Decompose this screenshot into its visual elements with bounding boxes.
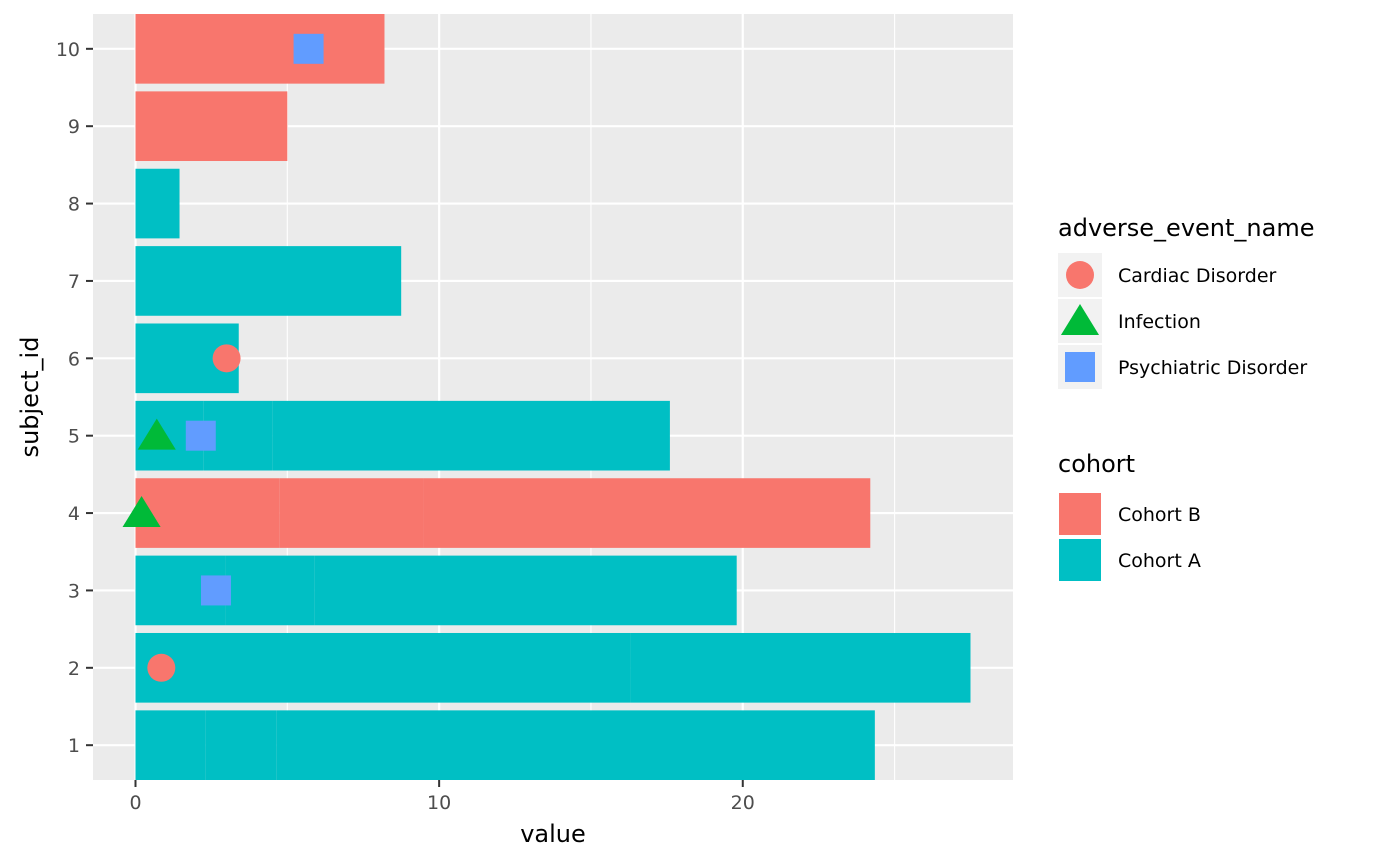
x-tick-label: 10 [427,792,451,814]
bar-segment-subject-7 [135,246,402,316]
bar-segment-subject-5 [272,400,670,471]
event-marker-circle [147,653,176,682]
y-tick-label: 9 [68,116,80,138]
y-axis: 1 2 3 4 5 6 7 8 9 10 [56,39,93,757]
bar-segment-subject-10 [135,14,385,84]
y-tick-label: 5 [68,426,80,448]
x-tick-label: 20 [731,792,755,814]
y-tick-label: 2 [68,658,80,680]
bar-segment-subject-4 [135,478,280,548]
legend-adverse-event: adverse_event_name Cardiac Disorder Infec… [1058,214,1314,389]
legend-label: Psychiatric Disorder [1118,357,1307,379]
legend-title: cohort [1058,450,1135,478]
legend-label: Cohort B [1118,504,1201,526]
bar-segment-subject-9 [135,91,288,162]
event-marker-triangle [137,418,176,450]
bar-segment-subject-2 [135,632,631,703]
legend-swatch [1059,493,1101,535]
x-tick-label: 0 [129,792,141,814]
legend-title: adverse_event_name [1058,214,1314,242]
event-marker-triangle [122,496,161,528]
y-tick-label: 10 [56,39,80,61]
x-axis: 0 10 20 [129,780,755,814]
bar-segment-subject-3 [225,555,315,626]
bar-segment-subject-2 [630,632,971,703]
bar-segment-subject-3 [314,555,737,626]
legend-label: Cohort A [1118,550,1201,572]
bar-segment-subject-1 [135,710,206,780]
y-axis-title: subject_id [16,337,44,458]
event-marker-square [185,420,216,451]
legend-triangle-icon [1060,304,1100,335]
y-tick-label: 1 [68,735,80,757]
legend-swatch [1059,539,1101,581]
event-marker-circle [212,344,241,373]
bar-segment-subject-4 [423,478,871,548]
bar-segment-subject-1 [205,710,277,780]
y-tick-label: 7 [68,271,80,293]
y-tick-label: 3 [68,580,80,602]
legend-circle-icon [1066,261,1094,289]
legend-cohort: cohort Cohort B Cohort A [1058,450,1201,582]
bar-segment-subject-1 [276,710,875,780]
event-marker-square [200,575,231,606]
y-tick-label: 6 [68,348,80,370]
y-tick-label: 4 [68,503,80,525]
event-markers [122,33,324,682]
bars [135,14,971,780]
legend-label: Cardiac Disorder [1118,265,1277,287]
bar-segment-subject-8 [135,168,180,239]
bar-segment-subject-4 [279,478,424,548]
event-marker-square [293,33,324,64]
legend-square-icon [1065,352,1095,382]
legend-label: Infection [1118,311,1201,333]
x-axis-title: value [520,820,586,848]
y-tick-label: 8 [68,194,80,216]
